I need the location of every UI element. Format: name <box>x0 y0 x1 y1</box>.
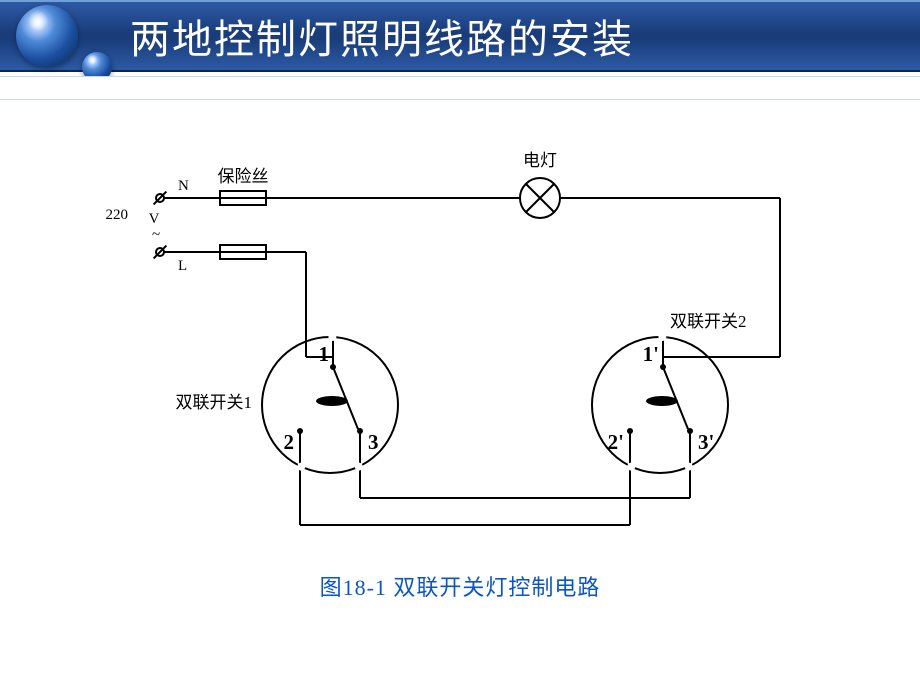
svg-text:3': 3' <box>698 430 714 454</box>
svg-text:V: V <box>149 211 160 227</box>
circuit-diagram: N L 220 V~ 电灯保险丝 1 2 3 1' 2' 3' 双联开关1 双联开关2 <box>100 130 820 560</box>
title-bar: 两地控制灯照明线路的安装 <box>0 0 920 72</box>
svg-text:3: 3 <box>368 430 379 454</box>
svg-text:2': 2' <box>608 430 624 454</box>
svg-text:N: N <box>178 178 189 194</box>
svg-text:1': 1' <box>643 342 659 366</box>
svg-text:电灯: 电灯 <box>523 151 557 170</box>
svg-text:2: 2 <box>284 430 295 454</box>
svg-text:保险丝: 保险丝 <box>218 167 269 186</box>
decoration-divider <box>0 76 920 100</box>
decoration-sphere-large <box>16 5 78 67</box>
svg-text:双联开关1: 双联开关1 <box>176 393 253 412</box>
page-title: 两地控制灯照明线路的安装 <box>130 7 634 65</box>
svg-text:双联开关2: 双联开关2 <box>670 312 747 331</box>
svg-text:220: 220 <box>106 207 129 223</box>
svg-text:1: 1 <box>319 342 330 366</box>
circuit-svg: N L 220 V~ 电灯保险丝 1 2 3 1' 2' 3' 双联开关1 双联开关2 <box>100 130 820 560</box>
svg-text:L: L <box>178 258 187 274</box>
svg-text:~: ~ <box>152 227 160 243</box>
figure-caption: 图18-1 双联开关灯控制电路 <box>0 570 920 602</box>
